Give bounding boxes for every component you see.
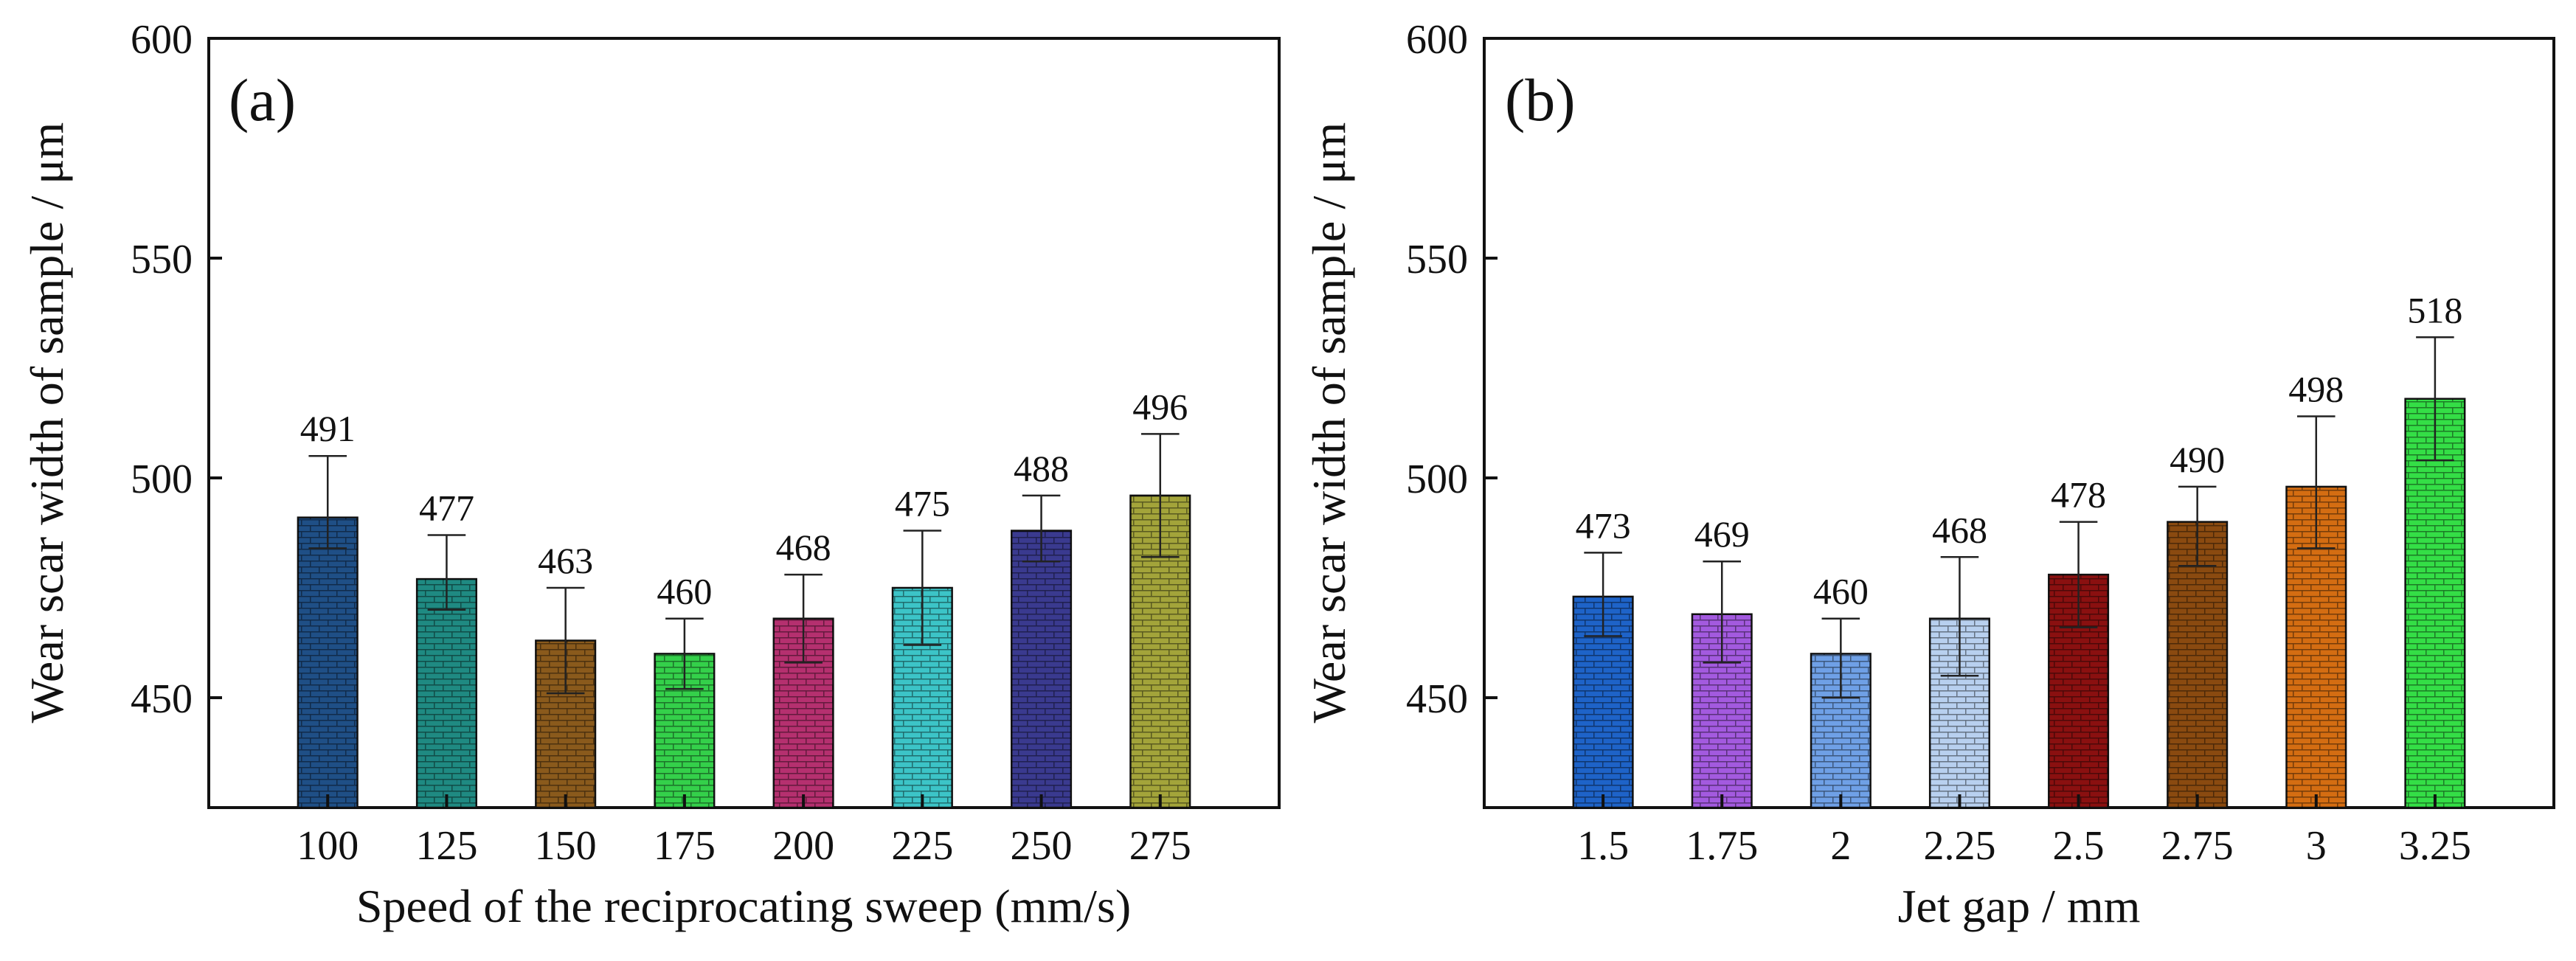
plot-area-a bbox=[207, 37, 1281, 809]
data-label-a: 468 bbox=[776, 527, 831, 568]
data-label-b: 468 bbox=[1932, 509, 1987, 550]
x-tick-label-a: 225 bbox=[891, 823, 953, 869]
bar-pattern bbox=[417, 579, 477, 808]
data-label-a: 460 bbox=[657, 571, 712, 612]
data-label-a: 488 bbox=[1014, 448, 1069, 489]
x-tick-label-b: 1.75 bbox=[1686, 823, 1758, 869]
x-axis-ticks-a: 100 125 150 175 200 225 250 275 bbox=[297, 794, 1191, 869]
panel-label-b: (b) bbox=[1505, 66, 1576, 133]
data-label-a: 491 bbox=[300, 408, 356, 449]
data-label-a: 477 bbox=[419, 487, 474, 528]
x-tick-label-a: 200 bbox=[772, 823, 834, 869]
data-label-b: 518 bbox=[2407, 289, 2462, 330]
bar-pattern bbox=[297, 517, 358, 808]
panel-label-a: (a) bbox=[229, 66, 296, 133]
data-label-a: 496 bbox=[1132, 386, 1188, 427]
bar-pattern bbox=[2405, 398, 2465, 808]
x-axis-title-a: Speed of the reciprocating sweep (mm/s) bbox=[356, 880, 1131, 932]
y-tick-label-b: 500 bbox=[1406, 457, 1468, 502]
x-axis-ticks-b: 1.5 1.75 2 2.25 2.5 2.75 3 3.25 bbox=[1577, 794, 2471, 869]
y-axis-ticks-b: 450 500 550 600 bbox=[1406, 17, 1498, 722]
chart-panel-b: (b) 473 469 460 468 478 490 498 518 450 500 550 60… bbox=[1303, 17, 2555, 932]
y-tick-label-b: 450 bbox=[1406, 676, 1468, 722]
x-tick-label-a: 100 bbox=[297, 823, 359, 869]
x-tick-label-b: 2.5 bbox=[2053, 823, 2105, 869]
x-tick-label-a: 250 bbox=[1011, 823, 1073, 869]
y-tick-label-a: 550 bbox=[131, 237, 193, 282]
data-label-b: 469 bbox=[1694, 513, 1750, 555]
bar-pattern bbox=[2167, 521, 2227, 808]
data-label-b: 478 bbox=[2051, 474, 2106, 516]
x-axis-title-b: Jet gap / mm bbox=[1898, 880, 2141, 932]
x-tick-label-a: 150 bbox=[535, 823, 597, 869]
x-tick-label-a: 275 bbox=[1129, 823, 1191, 869]
data-label-a: 475 bbox=[895, 483, 950, 524]
y-tick-label-b: 600 bbox=[1406, 17, 1468, 63]
x-tick-label-a: 125 bbox=[415, 823, 477, 869]
chart-panel-a: (a) 491 477 463 460 468 475 488 496 450 500 550 60… bbox=[21, 17, 1281, 932]
x-tick-label-b: 3.25 bbox=[2399, 823, 2471, 869]
bar-pattern bbox=[1011, 530, 1071, 808]
bars-b: 473 469 460 468 478 490 498 518 bbox=[1572, 289, 2466, 809]
y-axis-title-b: Wear scar width of sample / μm bbox=[1303, 122, 1355, 724]
data-label-b: 473 bbox=[1576, 504, 1631, 546]
y-tick-label-b: 550 bbox=[1406, 237, 1468, 282]
data-label-b: 498 bbox=[2288, 369, 2344, 410]
data-label-a: 463 bbox=[538, 540, 593, 581]
x-tick-label-b: 2.25 bbox=[1923, 823, 1995, 869]
y-tick-label-a: 450 bbox=[131, 676, 193, 722]
bars-a: 491 477 463 460 468 475 488 496 bbox=[297, 386, 1191, 809]
y-axis-title-a: Wear scar width of sample / μm bbox=[21, 122, 73, 724]
y-axis-ticks-a: 450 500 550 600 bbox=[131, 17, 222, 722]
y-tick-label-a: 500 bbox=[131, 457, 193, 502]
plot-area-b bbox=[1483, 37, 2555, 809]
x-tick-label-b: 2.75 bbox=[2161, 823, 2234, 869]
data-label-b: 490 bbox=[2170, 439, 2225, 480]
data-label-b: 460 bbox=[1813, 571, 1869, 612]
x-tick-label-b: 1.5 bbox=[1577, 823, 1629, 869]
x-tick-label-b: 3 bbox=[2306, 823, 2327, 869]
y-tick-label-a: 600 bbox=[131, 17, 193, 63]
x-tick-label-a: 175 bbox=[654, 823, 716, 869]
x-tick-label-b: 2 bbox=[1830, 823, 1851, 869]
